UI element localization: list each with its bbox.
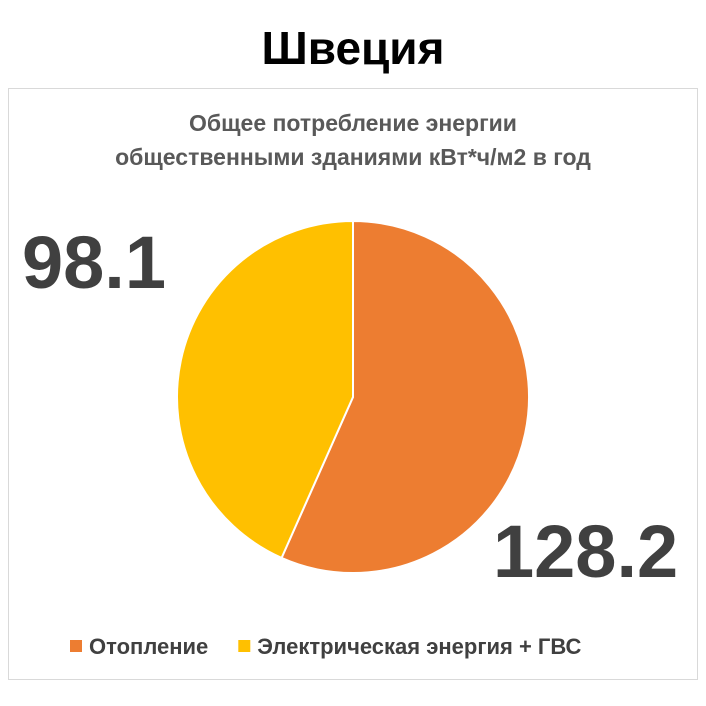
pie-slice [176,219,354,560]
legend-label: Электрическая энергия + ГВС [257,634,581,659]
chart-title: Общее потребление энергии [189,110,517,136]
legend-label: Отопление [89,634,208,659]
legend-swatch [238,640,251,652]
page-title: Швеция [262,22,445,74]
pie-slice [280,219,530,574]
data-label: 98.1 [22,221,166,304]
legend-swatch [70,640,82,652]
chart-title: общественными зданиями кВт*ч/м2 в год [115,144,591,170]
data-label: 128.2 [493,510,678,593]
